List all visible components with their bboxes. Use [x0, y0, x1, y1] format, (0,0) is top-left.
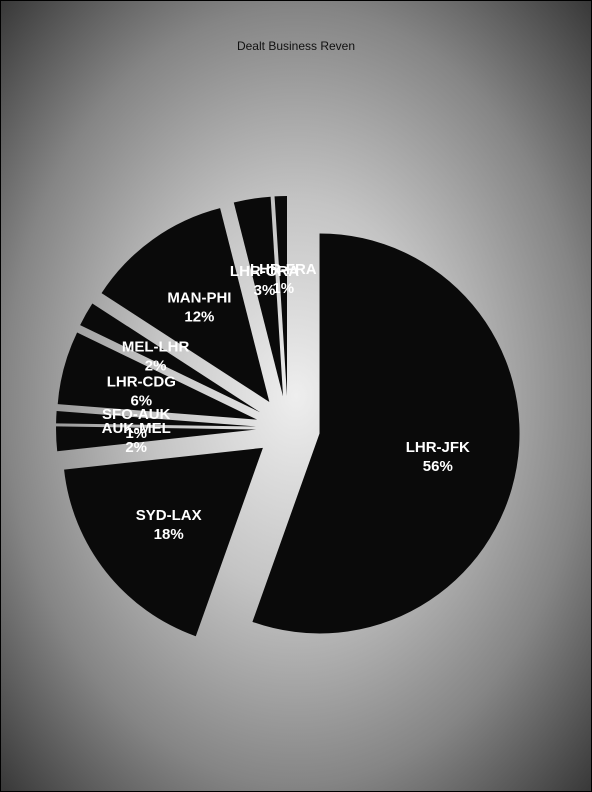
slice-sfo-auk [56, 410, 257, 427]
slice-percent-man-phi: 12% [184, 309, 214, 326]
slice-man-phi [101, 208, 270, 402]
slice-label-syd-lax: SYD-LAX [136, 507, 202, 524]
slice-label-lhr-ora: LHR-ORA [230, 263, 299, 280]
slice-percent-lhr-ora: 3% [254, 282, 276, 299]
slice-syd-lax [64, 447, 263, 637]
slice-lhr-ora [233, 196, 284, 397]
slice-auk-mel [56, 426, 257, 452]
slice-label-man-phi: MAN-PHI [167, 290, 231, 307]
slice-label-mel-lhr: MEL-LHR [122, 338, 190, 355]
slice-percent-sfo-auk: 1% [125, 425, 147, 442]
slice-percent-auk-mel: 2% [125, 439, 147, 456]
slice-lhr-cdg [57, 332, 258, 420]
slice-label-auk-mel: AUK-MEL [102, 420, 171, 437]
slice-lhr-fra [274, 196, 288, 397]
pie-slices [56, 196, 520, 637]
slice-percent-lhr-cdg: 6% [130, 392, 152, 409]
slice-label-lhr-jfk: LHR-JFK [406, 439, 470, 456]
pie-labels: LHR-JFK56%SYD-LAX18%AUK-MEL2%SFO-AUK1%LH… [102, 261, 470, 543]
slice-label-sfo-auk: SFO-AUK [102, 406, 170, 423]
slice-label-lhr-cdg: LHR-CDG [107, 373, 176, 390]
slice-percent-mel-lhr: 2% [145, 357, 167, 374]
slice-percent-lhr-jfk: 56% [423, 458, 453, 475]
slice-percent-syd-lax: 18% [154, 526, 184, 543]
slice-mel-lhr [80, 303, 261, 413]
slice-percent-lhr-fra: 1% [272, 280, 294, 297]
slice-label-lhr-fra: LHR-FRA [250, 261, 317, 278]
chart-title: Dealt Business Reven [237, 39, 355, 53]
slice-lhr-jfk [252, 233, 520, 634]
